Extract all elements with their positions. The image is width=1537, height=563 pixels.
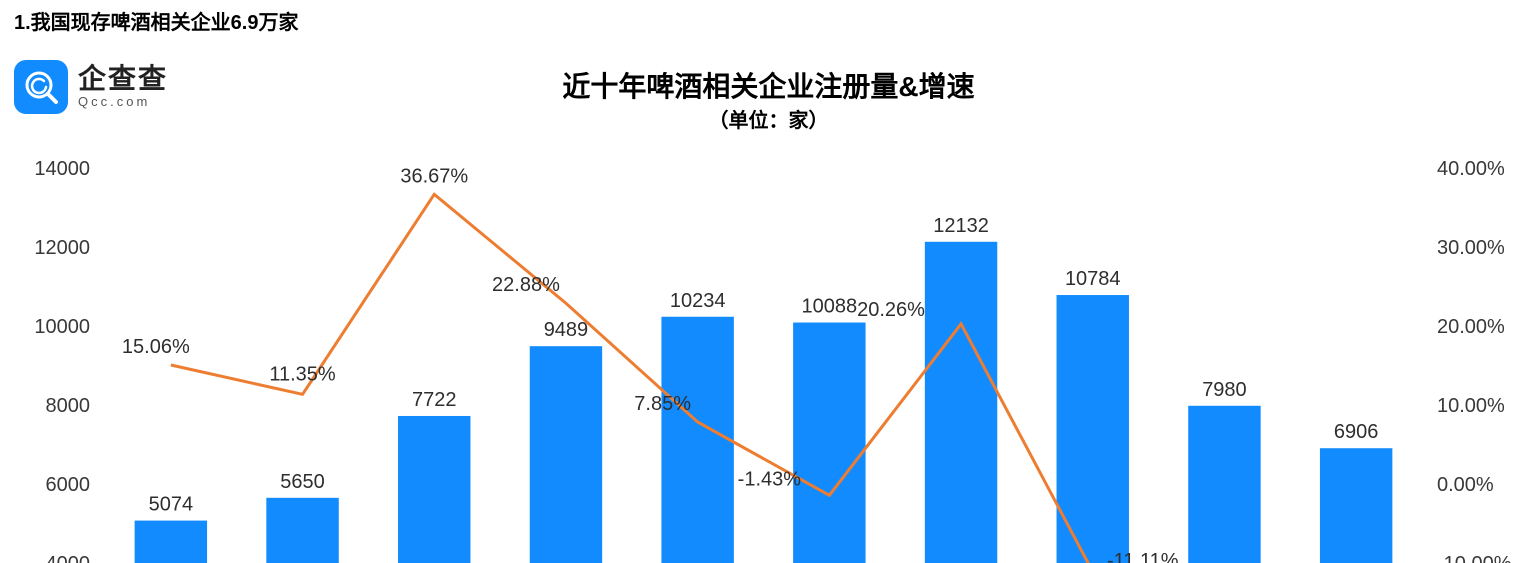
bar bbox=[398, 416, 470, 563]
bar bbox=[925, 242, 997, 563]
bar bbox=[661, 317, 733, 563]
bar-value-label: 10784 bbox=[1065, 268, 1121, 290]
bar-value-label: 6906 bbox=[1334, 421, 1379, 443]
bar-value-label: 5650 bbox=[280, 471, 325, 493]
section-heading: 1.我国现存啤酒相关企业6.9万家 bbox=[14, 6, 298, 35]
bar bbox=[135, 521, 207, 563]
line-value-label: -1.43% bbox=[738, 468, 802, 490]
y-left-tick-label: 10000 bbox=[34, 316, 90, 338]
line-value-label: 36.67% bbox=[400, 165, 468, 187]
line-value-label: 20.26% bbox=[857, 299, 925, 321]
bar-value-label: 10234 bbox=[670, 290, 726, 312]
bar-value-label: 7980 bbox=[1202, 379, 1247, 401]
chart-svg: 4000 6000 8000 10000 12000 14000 -10.00% 0.00% 1… bbox=[10, 150, 1527, 563]
bar bbox=[266, 498, 338, 563]
y-right-tick-label: 30.00% bbox=[1437, 237, 1505, 259]
y-right-tick-label: 0.00% bbox=[1437, 474, 1494, 496]
bar-value-label: 7722 bbox=[412, 389, 457, 411]
bar-value-label: 12132 bbox=[933, 215, 989, 237]
bar-value-label: 9489 bbox=[544, 319, 589, 341]
y-left-tick-label: 6000 bbox=[46, 474, 91, 496]
line-value-label: 11.35% bbox=[269, 363, 336, 385]
y-right-tick-label: 40.00% bbox=[1437, 158, 1505, 180]
line-value-label: 7.85% bbox=[634, 393, 691, 415]
y-left-tick-label: 8000 bbox=[46, 395, 91, 417]
bar-value-label: 5074 bbox=[149, 494, 194, 516]
chart-title: 近十年啤酒相关企业注册量&增速 bbox=[0, 65, 1537, 105]
y-left-tick-label: 4000 bbox=[46, 553, 91, 563]
y-right-tick-label: -10.00% bbox=[1437, 553, 1512, 563]
chart-plot-area: 4000 6000 8000 10000 12000 14000 -10.00% 0.00% 1… bbox=[10, 150, 1527, 563]
bar bbox=[1320, 448, 1392, 563]
y-right-tick-label: 10.00% bbox=[1437, 395, 1505, 417]
bar bbox=[793, 323, 865, 563]
line-value-label: 15.06% bbox=[122, 336, 190, 358]
line-value-label: 22.88% bbox=[492, 274, 560, 296]
y-right-tick-label: 20.00% bbox=[1437, 316, 1505, 338]
y-left-tick-label: 14000 bbox=[34, 158, 90, 180]
bar-value-label: 10088 bbox=[802, 296, 858, 318]
line-value-label: -11.11% bbox=[1107, 550, 1179, 563]
bar bbox=[1188, 406, 1260, 563]
y-left-tick-label: 12000 bbox=[34, 237, 90, 259]
chart-subtitle: （单位：家） bbox=[0, 104, 1537, 133]
bar bbox=[530, 346, 602, 563]
